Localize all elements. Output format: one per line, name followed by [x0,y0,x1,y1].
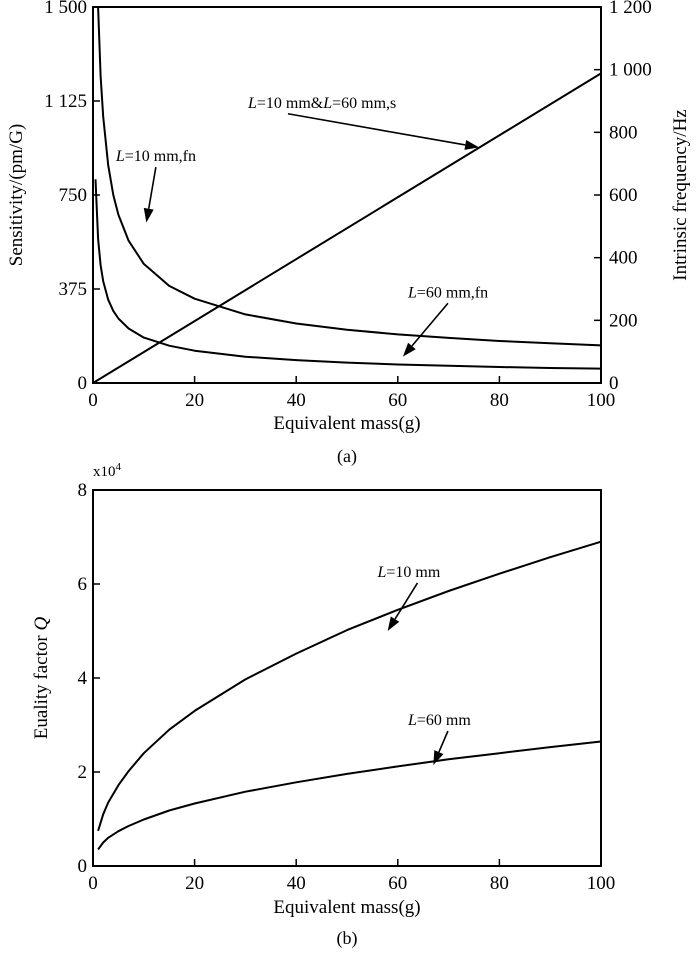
y-tick-label: 0 [78,373,88,394]
x-tick-label: 0 [88,873,98,894]
annotation-arrow-head [464,140,480,150]
x-tick-label: 40 [287,873,306,894]
annotation-arrow-head [402,342,416,357]
y2-tick-label: 1 200 [609,0,652,18]
panel-caption: (b) [337,928,358,949]
annotation-arrow-head [433,750,444,765]
y-tick-label: 750 [59,185,88,206]
panel-caption: (a) [337,446,357,467]
y-tick-label: 4 [78,668,88,689]
x-tick-label: 40 [287,390,306,411]
annotation-label: L=10 mm&L=60 mm,s [247,95,396,112]
x-tick-label: 80 [490,390,509,411]
x-tick-label: 80 [490,873,509,894]
y2-axis-label: Intrinsic frequency/Hz [670,109,691,280]
y2-tick-label: 800 [609,122,638,143]
annotation-arrow-head [387,616,400,631]
plot-frame [92,6,602,384]
annotation-arrow-shaft [411,302,449,347]
x-tick-label: 0 [88,390,98,411]
y-tick-label: 1 125 [44,91,87,112]
chart-panel-b: 0 20 40 60 80 100 0 2 4 6 8 Equivalent mass(g) Euali… [31,461,615,949]
annotation-arrow-shaft [438,730,449,753]
x-axis-label: Equivalent mass(g) [273,897,420,918]
y2-tick-label: 200 [609,310,638,331]
x-tick-label: 60 [388,390,407,411]
y-tick-label: 0 [78,856,88,877]
y-axis-label: Euality factor Q [31,617,52,740]
annotation-label: L=60 mm,fn [407,284,488,301]
x-tick-label: 100 [587,390,616,411]
y2-tick-label: 400 [609,248,638,269]
series-line [94,179,602,370]
x-tick-label: 20 [185,873,204,894]
y2-tick-label: 0 [609,373,619,394]
x-tick-label: 20 [185,390,204,411]
y-tick-label: 8 [78,480,88,501]
y-multiplier-label: x104 [93,461,122,480]
y2-tick-label: 600 [609,185,638,206]
y-tick-label: 1 500 [44,0,87,18]
y-tick-label: 375 [59,279,88,300]
annotation-arrow-shaft [287,112,466,146]
series-line [97,540,602,832]
y2-tick-label: 1 000 [609,60,652,81]
y-tick-label: 6 [78,574,88,595]
y-axis-label: Sensitivity/(pm/G) [6,124,27,267]
x-tick-label: 60 [388,873,407,894]
x-tick-label: 100 [587,873,616,894]
annotation-label: L=10 mm,fn [115,148,196,165]
annotation-arrow-shaft [394,582,419,620]
series-line [97,740,602,851]
annotation-arrow-shaft [147,167,157,209]
annotation-label: L=10 mm [376,564,440,581]
annotation-label: L=60 mm [407,712,471,729]
y-tick-label: 2 [78,762,88,783]
x-axis-label: Equivalent mass(g) [273,413,420,434]
series-line [92,72,602,384]
series-line [97,6,602,347]
annotation-arrow-head [143,207,154,223]
